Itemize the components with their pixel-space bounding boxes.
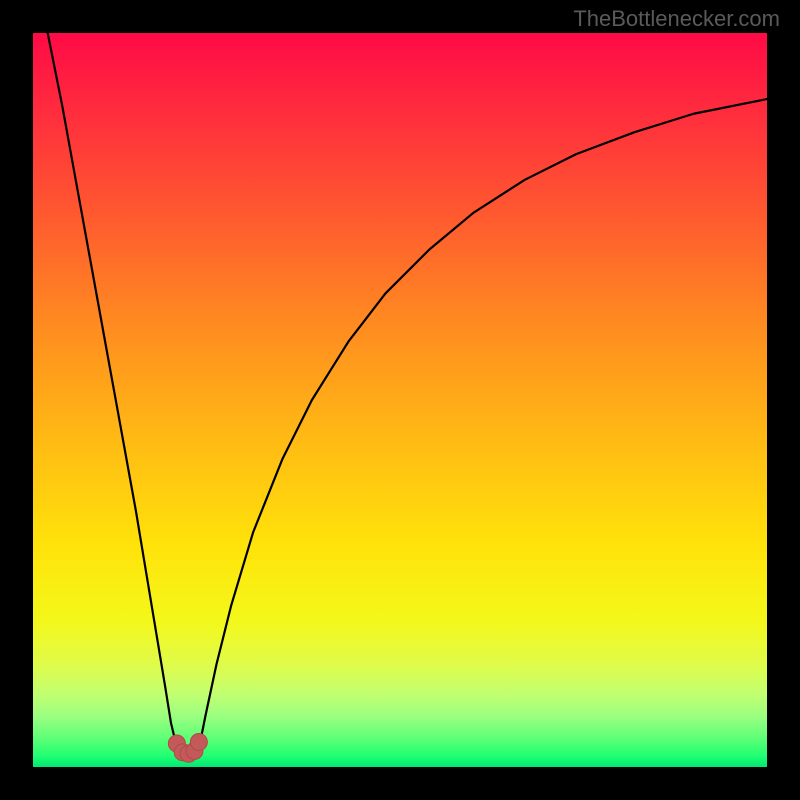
chart-canvas <box>33 33 767 767</box>
marker-dot <box>190 734 207 751</box>
watermark-text: TheBottlenecker.com <box>573 6 780 32</box>
plot-area <box>33 33 767 767</box>
gradient-background <box>33 33 767 767</box>
outer-frame: TheBottlenecker.com <box>0 0 800 800</box>
